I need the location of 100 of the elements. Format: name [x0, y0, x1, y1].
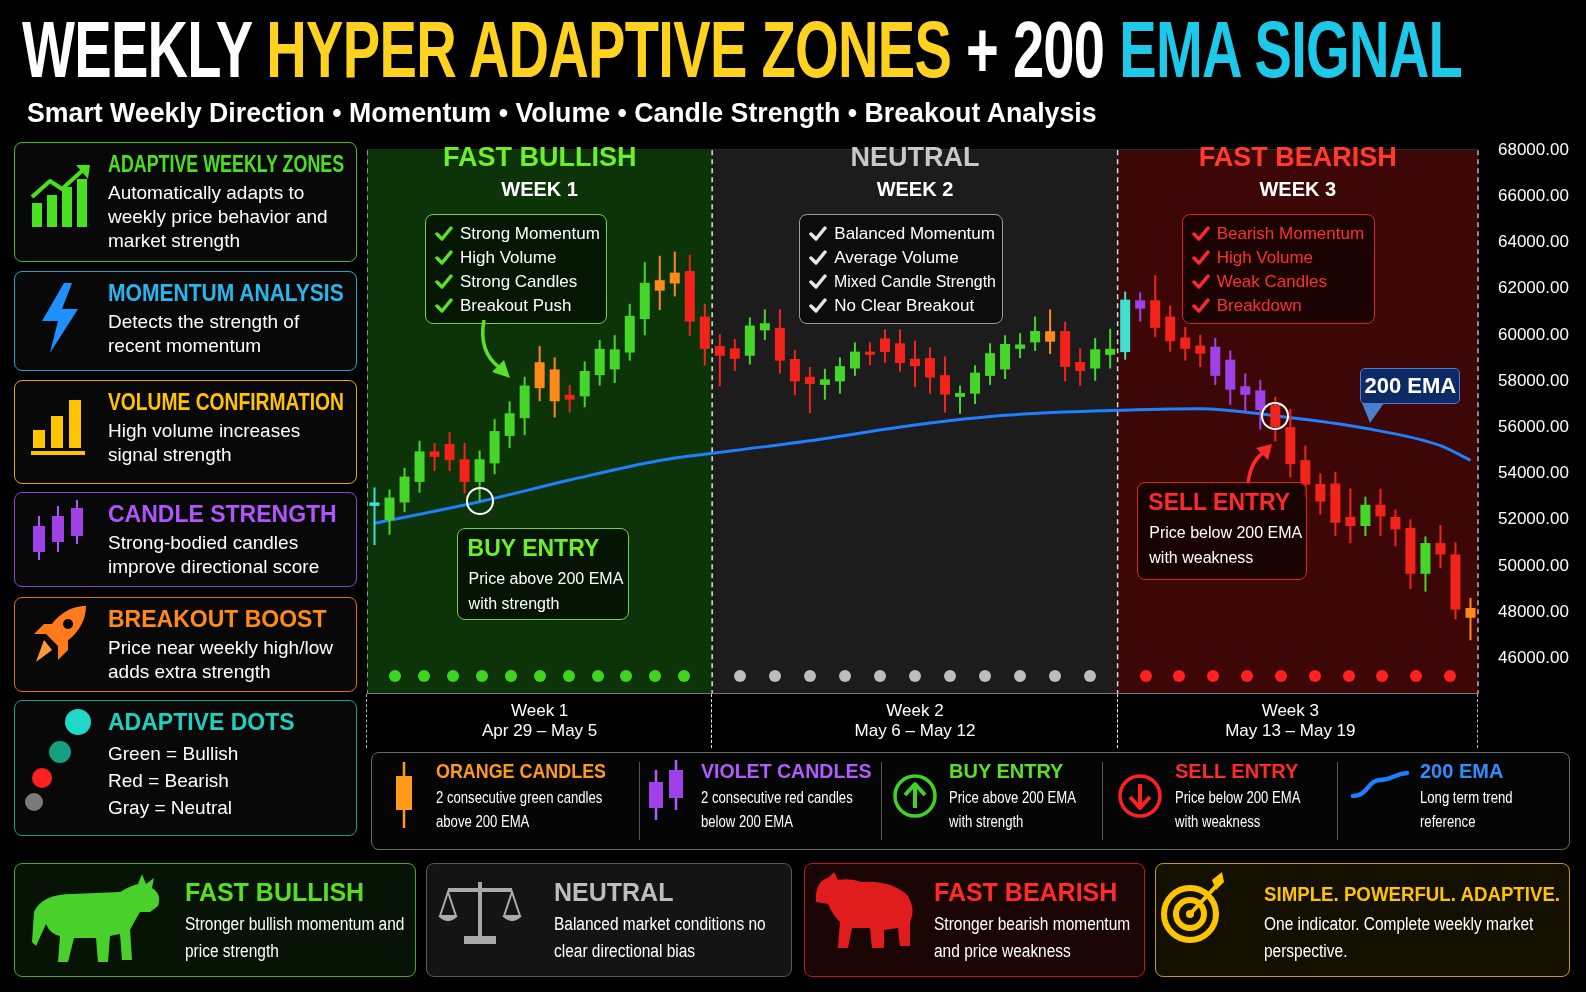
candlestick: [1030, 315, 1041, 352]
text: Gray = Neutral: [108, 796, 233, 820]
text: BUY ENTRY: [949, 760, 1064, 782]
annotation: BUY ENTRY: [467, 535, 600, 562]
candlestick: [1075, 347, 1086, 387]
text: NEUTRAL: [554, 878, 674, 907]
candlestick: [940, 355, 951, 414]
text: One indicator. Complete weekly market perspective.: [1264, 913, 1535, 963]
text: ADAPTIVE WEEKLY ZONES: [108, 151, 345, 178]
text: VIOLET CANDLES: [701, 760, 872, 782]
chart-title: WEEKLY HYPER ADAPTIVE ZONES + 200 EMA SIGNAL: [22, 5, 1463, 94]
candlestick: [459, 442, 470, 495]
text: Stronger bullish momentum and price strength: [185, 913, 406, 963]
candlestick: [729, 338, 740, 373]
candlestick: [1345, 487, 1356, 545]
candlestick: [609, 334, 620, 385]
annotation: WEEK 1: [500, 178, 579, 200]
candlestick: [834, 356, 845, 395]
annotation: Price below 200 EMA with weakness: [1149, 522, 1303, 568]
text: BREAKOUT BOOST: [108, 606, 327, 633]
text: Detects the strength of recent momentum: [108, 310, 301, 358]
annotation: FAST BEARISH: [1197, 142, 1398, 172]
candlestick: [789, 349, 800, 397]
y-tick-label: 46000.00: [1498, 648, 1569, 668]
annotation: WEEK 3: [1258, 178, 1338, 200]
annotation: Bearish Momentum: [1216, 224, 1365, 244]
candlestick: [1390, 508, 1401, 548]
text: 2 consecutive red candles below 200 EMA: [701, 788, 854, 832]
annotation: Breakdown: [1216, 296, 1302, 316]
text: Automatically adapts to weekly price behavior and market strength: [108, 181, 329, 253]
candlestick: [429, 442, 440, 473]
candlestick: [879, 328, 890, 364]
candlestick: [894, 328, 905, 373]
text: MOMENTUM ANALYSIS: [108, 280, 344, 307]
candlestick: [1045, 308, 1056, 356]
annotation: NEUTRAL: [849, 142, 981, 172]
annotation: Strong Candles: [460, 272, 578, 292]
text: Price below 200 EMA with weakness: [1175, 788, 1302, 832]
annotation: High Volume: [460, 248, 557, 268]
text: 2 consecutive green candles above 200 EMA: [436, 788, 604, 832]
candlestick: [1105, 327, 1116, 370]
candlestick: [384, 488, 395, 536]
y-tick-label: 64000.00: [1498, 232, 1569, 252]
candlestick: [1270, 395, 1281, 443]
candlestick: [849, 341, 860, 377]
chart-subtitle: Smart Weekly Direction • Momentum • Volume • Candle Strength • Breakout Analysis: [27, 98, 1097, 128]
text: SIMPLE. POWERFUL. ADAPTIVE.: [1264, 883, 1561, 905]
text: Stronger bearish momentum and price weakness: [934, 913, 1132, 963]
candlestick: [669, 250, 680, 298]
candlestick: [864, 341, 875, 367]
annotation: WEEK 2: [875, 178, 955, 200]
candlestick: [909, 339, 920, 389]
candlestick: [970, 364, 981, 406]
text: FAST BEARISH: [934, 878, 1118, 907]
candlestick: [1135, 291, 1146, 323]
candlestick: [1015, 332, 1026, 360]
annotation: High Volume: [1216, 248, 1314, 268]
text: 200 EMA: [1420, 760, 1504, 782]
y-tick-label: 68000.00: [1498, 139, 1569, 159]
candlestick: [1465, 597, 1476, 642]
candlestick: [955, 384, 966, 415]
candlestick: [1240, 372, 1251, 415]
annotation: Breakout Push: [460, 296, 572, 316]
candlestick: [1090, 336, 1101, 382]
annotation: Price above 200 EMA with strength: [468, 569, 625, 615]
x-tick-label: Week 1 Apr 29 – May 5: [482, 700, 598, 741]
text: CANDLE STRENGTH: [108, 501, 337, 528]
annotation: Strong Momentum: [460, 224, 600, 244]
y-tick-label: 56000.00: [1498, 417, 1569, 437]
text: ADAPTIVE DOTS: [108, 709, 295, 736]
text: ORANGE CANDLES: [436, 760, 607, 782]
candlestick: [714, 333, 725, 388]
text: Strong-bodied candles improve directional score: [108, 531, 321, 579]
y-tick-label: 58000.00: [1498, 370, 1569, 390]
text: Red = Bearish: [108, 769, 229, 793]
candlestick: [1255, 378, 1266, 431]
text: VOLUME CONFIRMATION: [108, 389, 344, 416]
x-tick-label: Week 3 May 13 – May 19: [1225, 700, 1356, 741]
text: Price near weekly high/low adds extra strength: [108, 636, 334, 684]
candlestick: [444, 430, 455, 473]
candlestick: [1375, 487, 1386, 537]
text: SELL ENTRY: [1175, 760, 1299, 782]
candlestick: [985, 342, 996, 386]
candlestick: [925, 346, 936, 395]
annotation: No Clear Breakout: [834, 296, 975, 316]
text: Long term trend reference: [1420, 788, 1514, 832]
candlestick: [804, 366, 815, 415]
annotation: FAST BULLISH: [442, 142, 637, 172]
candlestick: [1195, 333, 1206, 369]
candlestick: [654, 254, 665, 312]
annotation: SELL ENTRY: [1148, 488, 1291, 516]
x-tick-label: Week 2 May 6 – May 12: [854, 700, 976, 741]
y-tick-label: 54000.00: [1498, 463, 1569, 483]
candlestick: [1435, 524, 1446, 570]
candlestick: [474, 449, 485, 503]
annotation: Balanced Momentum: [834, 224, 995, 244]
candlestick: [1360, 495, 1371, 537]
text: High volume increases signal strength: [108, 419, 302, 467]
annotation: Weak Candles: [1216, 272, 1327, 292]
candlestick: [504, 400, 515, 450]
